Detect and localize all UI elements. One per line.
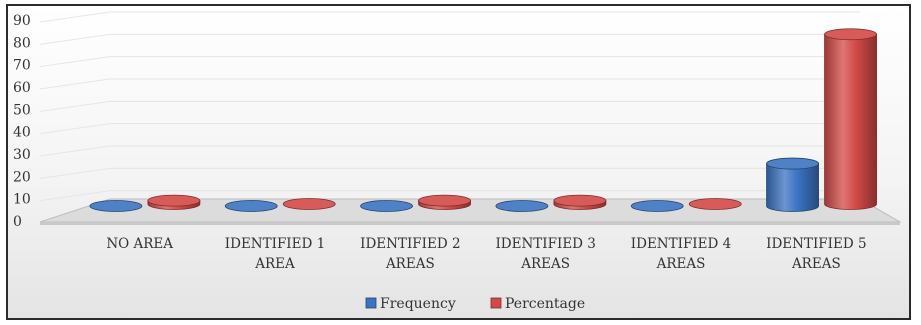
bar-top: [495, 200, 549, 212]
legend-swatch-frequency: [365, 297, 377, 309]
bar-percentage-0: [147, 194, 201, 210]
gridline-left: [39, 11, 111, 23]
bar-frequency-0: [89, 200, 143, 212]
x-category-label: AREAS: [520, 256, 570, 272]
bar-percentage-4: [688, 198, 742, 210]
bar-frequency-3: [495, 200, 549, 212]
x-category-label: AREAS: [385, 256, 435, 272]
x-category-label: AREA: [254, 256, 295, 272]
bar-body: [766, 163, 819, 212]
x-category-label: IDENTIFIED 2: [360, 236, 460, 252]
x-category-label: AREAS: [791, 256, 841, 272]
bar-frequency-1: [224, 200, 278, 212]
legend-label-percentage: Percentage: [505, 296, 585, 312]
x-category-label: AREAS: [656, 256, 706, 272]
gridline-left: [39, 56, 111, 68]
bar-top: [630, 200, 684, 212]
x-category-label: IDENTIFIED 1: [225, 236, 325, 252]
gridline-left: [39, 33, 111, 45]
chart-floor-edge: [40, 222, 900, 225]
gridline-left: [39, 78, 111, 90]
gridline-left: [39, 167, 111, 179]
y-tick-label: 0: [13, 214, 22, 230]
bar-percentage-2: [418, 194, 471, 210]
gridline-left: [39, 123, 111, 135]
bar-frequency-4: [630, 200, 684, 212]
bar-top: [89, 200, 143, 212]
bar-percentage-5: [824, 28, 877, 210]
bar-body: [824, 33, 877, 210]
y-tick-label: 70: [13, 58, 31, 74]
y-tick-label: 80: [13, 35, 31, 51]
y-tick-label: 40: [13, 125, 31, 141]
bar-top: [824, 28, 877, 41]
bar-top: [688, 198, 742, 210]
x-category-label: IDENTIFIED 3: [495, 236, 595, 252]
bar-top: [553, 194, 607, 207]
y-tick-label: 10: [13, 192, 31, 208]
x-category-label: IDENTIFIED 5: [766, 236, 866, 252]
y-tick-label: 60: [13, 80, 31, 96]
bar-frequency-2: [360, 200, 413, 212]
y-tick-label: 20: [13, 169, 31, 185]
gridline-left: [39, 100, 111, 112]
legend-swatch-percentage: [490, 297, 502, 309]
bar-top: [147, 194, 201, 207]
y-tick-label: 90: [13, 13, 31, 29]
bar-top: [418, 194, 471, 207]
y-tick-label: 30: [13, 147, 31, 163]
gridline-left: [39, 145, 111, 157]
bar-percentage-3: [553, 194, 607, 210]
bar-top: [360, 200, 413, 212]
x-category-label: IDENTIFIED 4: [631, 236, 731, 252]
y-tick-label: 50: [13, 102, 31, 118]
bar-top: [224, 200, 278, 212]
bar-percentage-1: [282, 198, 336, 210]
x-category-label: NO AREA: [106, 236, 173, 252]
gridline-left: [39, 190, 111, 202]
bar-frequency-5: [766, 157, 819, 212]
bar-top: [766, 157, 819, 170]
legend-label-frequency: Frequency: [380, 296, 456, 312]
bar-top: [282, 198, 336, 210]
